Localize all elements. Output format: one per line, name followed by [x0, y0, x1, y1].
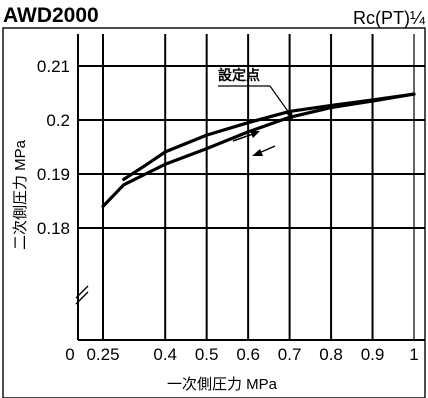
x-tick-label: 0.8 — [319, 345, 343, 364]
chart-subtitle: Rc(PT)¼ — [353, 8, 426, 28]
y-tick-labels: 0.21 0.2 0.19 0.18 — [37, 57, 70, 238]
y-tick-label: 0.21 — [37, 57, 70, 76]
decreasing-direction-arrow — [252, 145, 276, 156]
chart-title: AWD2000 — [3, 4, 99, 27]
x-tick-label: 0.9 — [361, 345, 385, 364]
x-tick-label: 0.5 — [195, 345, 219, 364]
x-tick-label: 0.7 — [278, 345, 302, 364]
x-tick-label: 0.4 — [153, 345, 177, 364]
plot-frame — [2, 27, 426, 398]
x-tick-label: 0.25 — [86, 345, 119, 364]
y-tick-label: 0.2 — [46, 111, 70, 130]
series-line-decreasing — [122, 92, 416, 181]
y-tick-label: 0.19 — [37, 165, 70, 184]
grid — [77, 34, 425, 341]
y-tick-label: 0.18 — [37, 219, 70, 238]
series-group — [101, 92, 416, 208]
set-point-label: 設定点 — [218, 67, 260, 83]
x-tick-label: 0 — [65, 345, 74, 364]
x-tick-labels: 0 0.25 0.4 0.5 0.6 0.7 0.8 0.9 1 — [65, 345, 418, 364]
x-axis-label: 一次側圧力 MPa — [167, 376, 278, 393]
series-line-increasing — [101, 92, 416, 208]
y-axis-label: 二次側圧力 MPa — [12, 139, 29, 250]
y-axis-break-mark — [75, 285, 89, 305]
increasing-direction-arrow — [232, 131, 260, 142]
x-tick-label: 1 — [409, 345, 418, 364]
set-point-annotation: 設定点 — [218, 67, 293, 121]
x-tick-label: 0.6 — [236, 345, 260, 364]
